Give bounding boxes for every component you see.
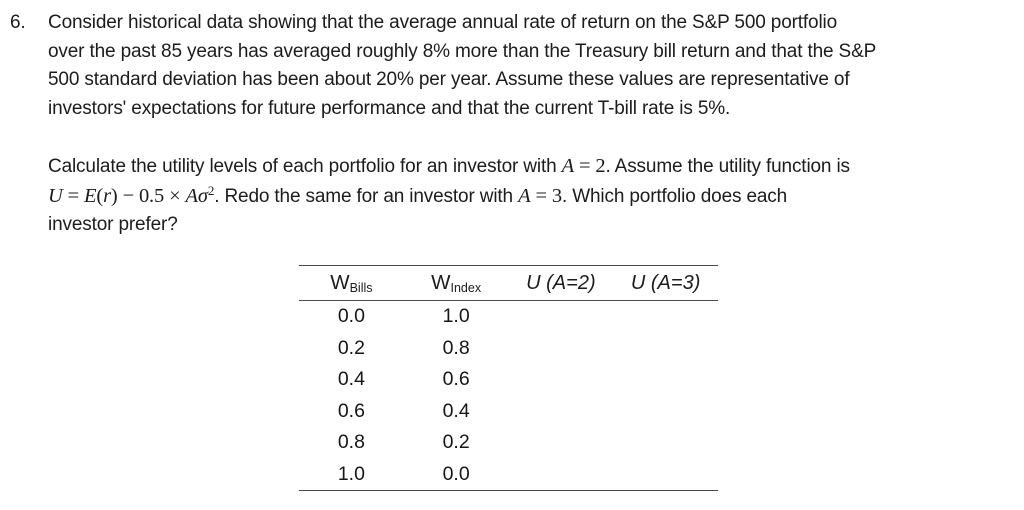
math-lparen: ( [96, 184, 104, 207]
cell-u-a2 [509, 301, 614, 333]
header-u-a2-label: U (A=2) [526, 271, 596, 294]
statement-line-4: investors' expectations for future perfo… [48, 98, 731, 120]
table-row: 0.2 0.8 [299, 333, 718, 365]
cell-u-a2 [509, 427, 614, 459]
cell-w-bills: 0.8 [337, 431, 365, 454]
problem-statement-body: Consider historical data showing that th… [48, 9, 1022, 124]
table-row: 1.0 0.0 [299, 458, 718, 491]
table-row: 0.8 0.2 [299, 427, 718, 459]
cell-w-index: 0.0 [403, 458, 509, 491]
math-var-r: r [103, 184, 111, 207]
header-w-index: WIndex [403, 265, 509, 301]
question-line-1-tail: . Assume the utility function is [605, 156, 850, 177]
cell-u-a3 [613, 396, 718, 428]
question-number: 6. [10, 12, 26, 33]
cell-w-bills: 0.4 [337, 368, 365, 391]
cell-w-index: 0.6 [442, 368, 470, 391]
math-var-A2: A [518, 184, 531, 207]
math-superscript-2: 2 [207, 182, 215, 198]
question-line-2: U = E(r) − 0.5 × Aσ2. Redo the same for … [48, 182, 1022, 212]
statement-line-2: over the past 85 years has averaged roug… [48, 40, 877, 62]
cell-w-bills: 0.0 [337, 305, 365, 328]
math-equals: = [62, 184, 85, 207]
question-line-2-text: . Redo the same for an investor with [214, 185, 519, 207]
statement-line-3: 500 standard deviation has been about 20… [48, 69, 850, 91]
math-var-U: U [48, 184, 63, 207]
header-w-index-base: W [431, 271, 451, 294]
table-row: 0.4 0.6 [299, 364, 718, 396]
header-u-a2: U (A=2) [508, 265, 614, 301]
cell-w-bills: 1.0 [299, 458, 404, 491]
math-equals-2: = 2 [574, 155, 606, 177]
math-var-A-sigma: Aσ [185, 184, 208, 207]
math-equals-3: = 3 [530, 184, 562, 207]
question-line-1: Calculate the utility levels of each por… [48, 152, 1022, 182]
header-w-index-sub: Index [450, 281, 482, 295]
cell-u-a3 [613, 333, 718, 365]
cell-u-a2 [509, 396, 614, 428]
cell-u-a3 [613, 301, 718, 333]
math-formula-middle: ) − 0.5 × [110, 184, 186, 207]
header-u-a3-label: U (A=3) [630, 271, 701, 294]
cell-w-index: 0.2 [442, 431, 470, 454]
cell-u-a2 [508, 458, 614, 491]
cell-u-a2 [509, 364, 614, 396]
table-header-row: WBills WIndex U (A=2) U (A=3) [299, 265, 718, 301]
question-line-2-tail: . Which portfolio does each [561, 185, 788, 207]
statement-line-1: Consider historical data showing that th… [48, 12, 838, 33]
cell-u-a2 [509, 333, 614, 365]
portfolio-weights-table: WBills WIndex U (A=2) U (A=3) 0.0 1.0 0.… [299, 265, 718, 491]
table-body: 0.0 1.0 0.2 0.8 0.4 0.6 0.6 0.4 [299, 301, 718, 491]
header-u-a3: U (A=3) [613, 265, 718, 301]
cell-w-bills: 0.2 [337, 336, 365, 359]
cell-u-a3 [613, 427, 718, 459]
cell-w-index: 0.8 [442, 336, 470, 359]
table-row: 0.0 1.0 [299, 301, 718, 333]
question-text: Calculate the utility levels of each por… [48, 152, 1022, 240]
table-header: WBills WIndex U (A=2) U (A=3) [299, 265, 718, 301]
cell-w-index: 0.4 [442, 399, 470, 422]
question-line-3: investor prefer? [48, 214, 178, 236]
question-line-1-text: Calculate the utility levels of each por… [48, 156, 562, 177]
header-w-bills: WBills [299, 265, 404, 301]
cell-w-bills: 0.6 [337, 399, 365, 422]
cell-u-a3 [613, 364, 718, 396]
math-var-E: E [84, 184, 97, 207]
cell-u-a3 [613, 458, 718, 491]
table-row: 0.6 0.4 [299, 396, 718, 428]
header-w-bills-sub: Bills [349, 281, 373, 295]
problem-statement: 6. Consider historical data showing that… [10, 9, 1022, 124]
math-var-A: A [561, 155, 575, 177]
header-w-bills-base: W [330, 271, 350, 294]
cell-w-index: 1.0 [442, 305, 470, 328]
